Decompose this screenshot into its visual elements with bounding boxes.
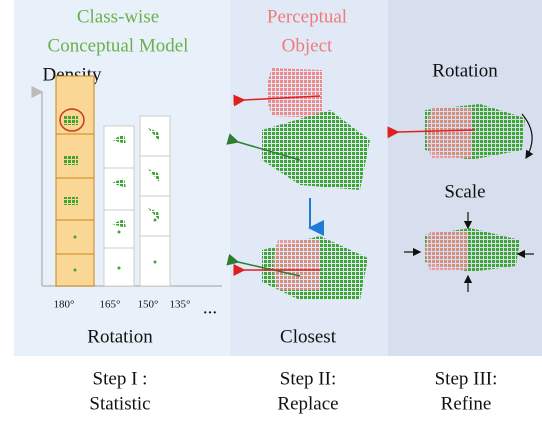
tick-label: 135°: [170, 299, 191, 311]
title: Perceptual: [267, 6, 347, 27]
caption: Closest: [280, 326, 337, 347]
title: Object: [282, 35, 333, 56]
label: Rotation: [432, 60, 498, 81]
title: Class-wise: [77, 6, 159, 27]
tick-label: 180°: [54, 299, 75, 311]
step-label: Step II:: [280, 368, 336, 389]
tick-label: 165°: [100, 299, 121, 311]
step-label: Replace: [277, 393, 338, 414]
tick-label: 150°: [138, 299, 159, 311]
step-label: Step I :: [93, 368, 148, 389]
label: Scale: [444, 181, 485, 202]
rotate-arrow: [521, 113, 534, 160]
scale-arrows: [404, 212, 534, 292]
caption: Rotation: [87, 326, 153, 347]
point-cloud: [425, 104, 525, 272]
histogram: [55, 75, 171, 287]
step-label: Statistic: [89, 393, 150, 414]
point-cloud: [262, 68, 370, 300]
arrow: [226, 133, 301, 161]
step-label: Step III:: [435, 368, 498, 389]
ellipsis: ...: [203, 297, 217, 318]
arrow: [387, 126, 476, 139]
panel-bg: [388, 0, 542, 356]
arrow: [233, 94, 321, 107]
title: Conceptual Model: [48, 35, 189, 56]
arrow: [226, 253, 301, 277]
step-label: Refine: [441, 393, 492, 414]
